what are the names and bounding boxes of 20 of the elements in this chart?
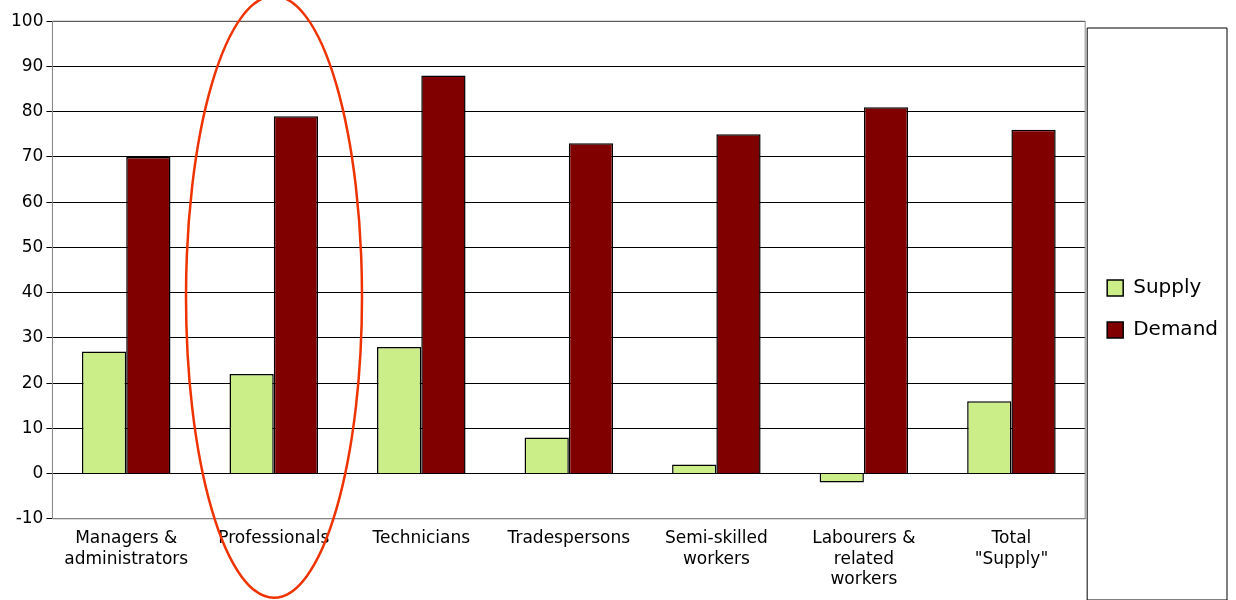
legend-label: Supply: [1133, 274, 1202, 299]
x-tick-label: Technicians: [371, 527, 471, 548]
y-tick-label: 100: [10, 9, 44, 30]
y-tick-label: 40: [21, 281, 44, 302]
y-tick-label: 80: [21, 100, 44, 121]
y-tick-label: 60: [21, 190, 44, 211]
y-tick-label: 30: [21, 326, 44, 347]
y-tick-label: 70: [21, 145, 44, 166]
y-tick-label: -10: [15, 507, 44, 528]
x-tick-label: Managers & administrators: [64, 527, 189, 568]
y-tick-label: 20: [21, 371, 44, 392]
x-tick-label: Semi-skilled workers: [664, 527, 768, 568]
y-tick-label: 90: [21, 54, 44, 75]
y-tick-label: 0: [32, 461, 44, 482]
y-tick-label: 50: [21, 235, 44, 256]
legend-label: Demand: [1133, 316, 1219, 341]
x-tick-label: Total "Supply": [974, 527, 1049, 568]
y-tick-label: 10: [21, 416, 44, 437]
x-tick-label: Labourers & related workers: [812, 527, 916, 589]
x-tick-label: Tradespersons: [506, 527, 631, 548]
